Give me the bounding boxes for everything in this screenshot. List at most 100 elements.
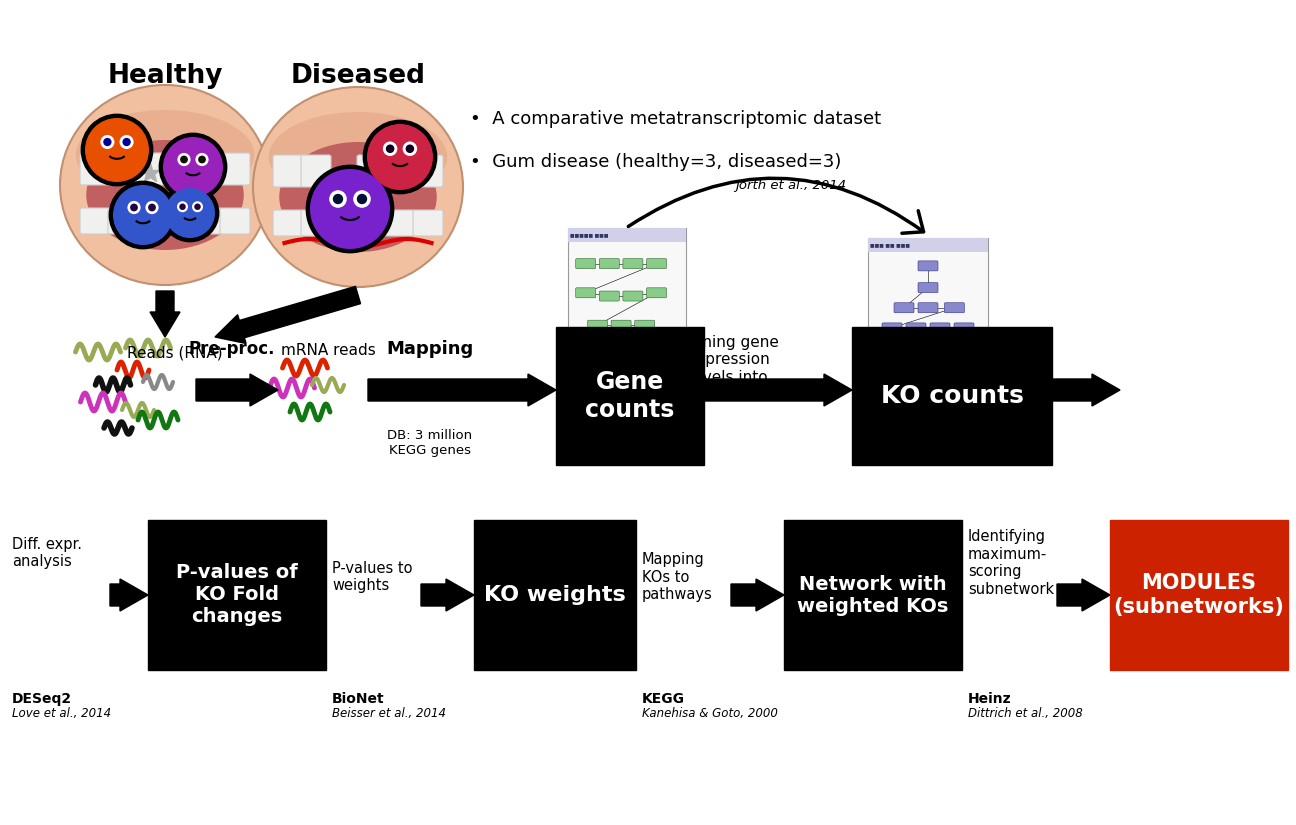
Bar	[148, 520, 327, 670]
Text: DESeq2: DESeq2	[12, 692, 73, 706]
Text: Kanehisa & Goto, 2000: Kanehisa & Goto, 2000	[642, 707, 778, 720]
FancyBboxPatch shape	[587, 372, 608, 382]
Circle shape	[163, 137, 223, 197]
Ellipse shape	[268, 112, 447, 202]
Polygon shape	[110, 579, 148, 611]
Text: Mapping: Mapping	[386, 340, 473, 358]
Circle shape	[148, 204, 156, 211]
FancyBboxPatch shape	[80, 208, 110, 234]
Circle shape	[406, 144, 415, 153]
Polygon shape	[704, 374, 851, 406]
FancyBboxPatch shape	[273, 155, 303, 187]
FancyBboxPatch shape	[599, 259, 619, 269]
Bar	[474, 520, 636, 670]
Text: Pre-proc.: Pre-proc.	[189, 340, 275, 358]
Text: Diff. expr.
analysis: Diff. expr. analysis	[12, 537, 82, 569]
Text: P-values to
weights: P-values to weights	[332, 561, 412, 593]
Bar	[556, 327, 704, 465]
FancyBboxPatch shape	[623, 349, 643, 360]
Circle shape	[329, 191, 347, 208]
Polygon shape	[421, 579, 474, 611]
Text: mRNA reads: mRNA reads	[281, 343, 376, 358]
FancyBboxPatch shape	[301, 155, 330, 187]
Text: Beisser et al., 2014: Beisser et al., 2014	[332, 707, 446, 720]
Bar	[851, 327, 1052, 465]
FancyBboxPatch shape	[575, 349, 596, 360]
FancyBboxPatch shape	[575, 259, 596, 269]
Text: KO weights: KO weights	[485, 585, 626, 605]
FancyBboxPatch shape	[623, 259, 643, 269]
Circle shape	[110, 182, 176, 248]
FancyBboxPatch shape	[220, 153, 250, 185]
FancyBboxPatch shape	[599, 349, 619, 360]
FancyBboxPatch shape	[385, 210, 415, 236]
FancyBboxPatch shape	[640, 372, 661, 382]
Circle shape	[192, 201, 203, 212]
Circle shape	[130, 204, 137, 211]
Polygon shape	[1052, 374, 1120, 406]
FancyBboxPatch shape	[192, 153, 222, 185]
Text: Reads (RNA): Reads (RNA)	[127, 345, 223, 360]
FancyBboxPatch shape	[575, 288, 596, 298]
Text: KO counts: KO counts	[880, 384, 1024, 408]
Circle shape	[119, 135, 133, 149]
Circle shape	[198, 156, 206, 163]
Bar	[1109, 520, 1288, 670]
Circle shape	[180, 156, 188, 163]
Text: Diseased: Diseased	[290, 63, 425, 89]
FancyBboxPatch shape	[329, 210, 359, 236]
Text: Network with
weighted KOs: Network with weighted KOs	[797, 574, 949, 615]
Ellipse shape	[60, 85, 270, 285]
FancyBboxPatch shape	[888, 342, 908, 351]
Bar	[868, 238, 988, 393]
Text: •  Gum disease (healthy=3, diseased=3): • Gum disease (healthy=3, diseased=3)	[470, 153, 841, 171]
Ellipse shape	[279, 142, 437, 252]
Circle shape	[310, 169, 390, 249]
FancyBboxPatch shape	[945, 303, 964, 313]
Text: BioNet: BioNet	[332, 692, 385, 706]
Circle shape	[367, 124, 433, 190]
FancyBboxPatch shape	[108, 208, 137, 234]
Text: Love et al., 2014: Love et al., 2014	[12, 707, 111, 720]
FancyBboxPatch shape	[954, 323, 975, 333]
FancyArrowPatch shape	[629, 178, 924, 233]
Circle shape	[178, 201, 188, 212]
Bar	[568, 228, 686, 242]
FancyBboxPatch shape	[906, 377, 927, 387]
Text: ■■■ ■■ ■■■: ■■■ ■■ ■■■	[870, 243, 910, 248]
FancyBboxPatch shape	[918, 360, 938, 370]
Circle shape	[382, 142, 398, 156]
Circle shape	[113, 185, 172, 245]
FancyBboxPatch shape	[413, 210, 443, 236]
Circle shape	[194, 204, 201, 210]
FancyBboxPatch shape	[356, 210, 388, 236]
FancyBboxPatch shape	[623, 291, 643, 301]
FancyBboxPatch shape	[220, 208, 250, 234]
FancyBboxPatch shape	[647, 288, 666, 298]
FancyBboxPatch shape	[136, 208, 166, 234]
FancyBboxPatch shape	[918, 303, 938, 313]
Circle shape	[354, 191, 371, 208]
Polygon shape	[196, 374, 279, 406]
Circle shape	[178, 153, 191, 166]
FancyBboxPatch shape	[385, 155, 415, 187]
Text: Healthy: Healthy	[108, 63, 223, 89]
Ellipse shape	[75, 110, 254, 200]
Circle shape	[364, 121, 435, 193]
Text: Jorth et al., 2014: Jorth et al., 2014	[735, 179, 846, 192]
FancyBboxPatch shape	[906, 323, 927, 333]
Text: Mapping
KOs to
pathways: Mapping KOs to pathways	[642, 552, 713, 602]
Ellipse shape	[253, 87, 463, 287]
Text: DB: 3 million
KEGG genes: DB: 3 million KEGG genes	[388, 429, 473, 457]
Circle shape	[145, 201, 158, 214]
FancyBboxPatch shape	[617, 372, 638, 382]
Circle shape	[82, 115, 152, 185]
Circle shape	[403, 142, 417, 156]
Text: MODULES
(subnetworks): MODULES (subnetworks)	[1113, 573, 1284, 616]
FancyBboxPatch shape	[936, 342, 956, 351]
Circle shape	[159, 134, 226, 200]
Polygon shape	[368, 374, 556, 406]
FancyBboxPatch shape	[918, 261, 938, 271]
Text: Heinz: Heinz	[968, 692, 1012, 706]
Ellipse shape	[87, 140, 244, 250]
